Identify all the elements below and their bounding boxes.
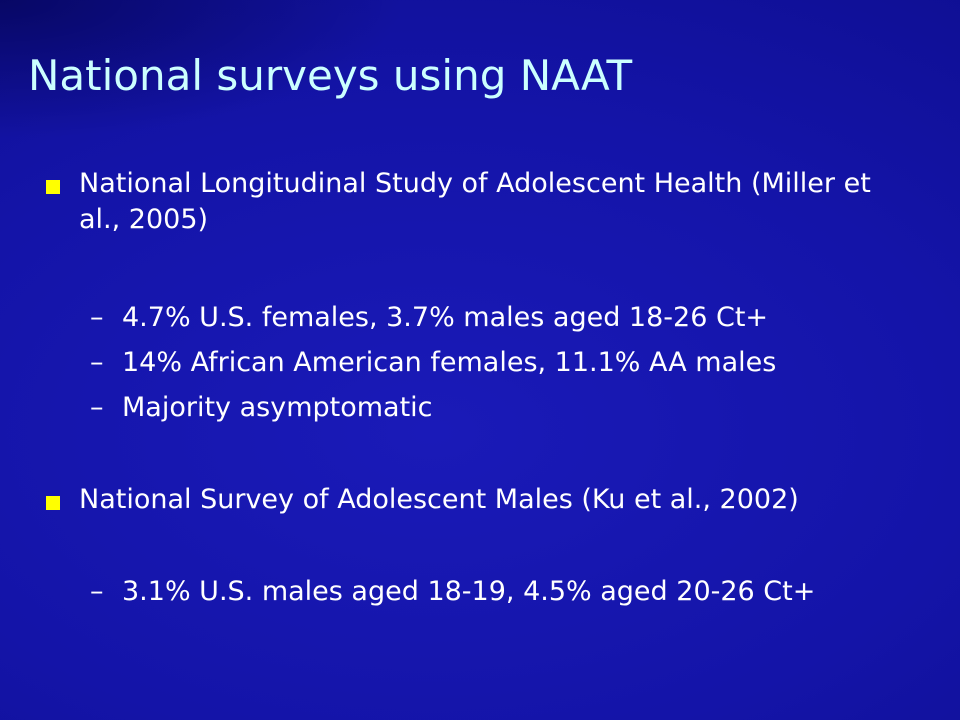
subitem-prevalence-overall: 4.7% U.S. females, 3.7% males aged 18-26… — [122, 302, 769, 333]
bullet-square-icon — [46, 180, 60, 194]
dash-icon: – — [90, 392, 104, 423]
subitem-asymptomatic: Majority asymptomatic — [122, 392, 433, 423]
slide-title: National surveys using NAAT — [28, 51, 633, 100]
dash-icon: – — [90, 576, 104, 607]
bullet-item-adolescent-males-survey: National Survey of Adolescent Males (Ku … — [79, 484, 799, 515]
dash-icon: – — [90, 302, 104, 333]
bullet-item-add-health-study: National Longitudinal Study of Adolescen… — [79, 168, 871, 235]
subitem-male-prevalence: 3.1% U.S. males aged 18-19, 4.5% aged 20… — [122, 576, 816, 607]
bullet-square-icon — [46, 496, 60, 510]
dash-icon: – — [90, 347, 104, 378]
subitem-prevalence-african-american: 14% African American females, 11.1% AA m… — [122, 347, 777, 378]
